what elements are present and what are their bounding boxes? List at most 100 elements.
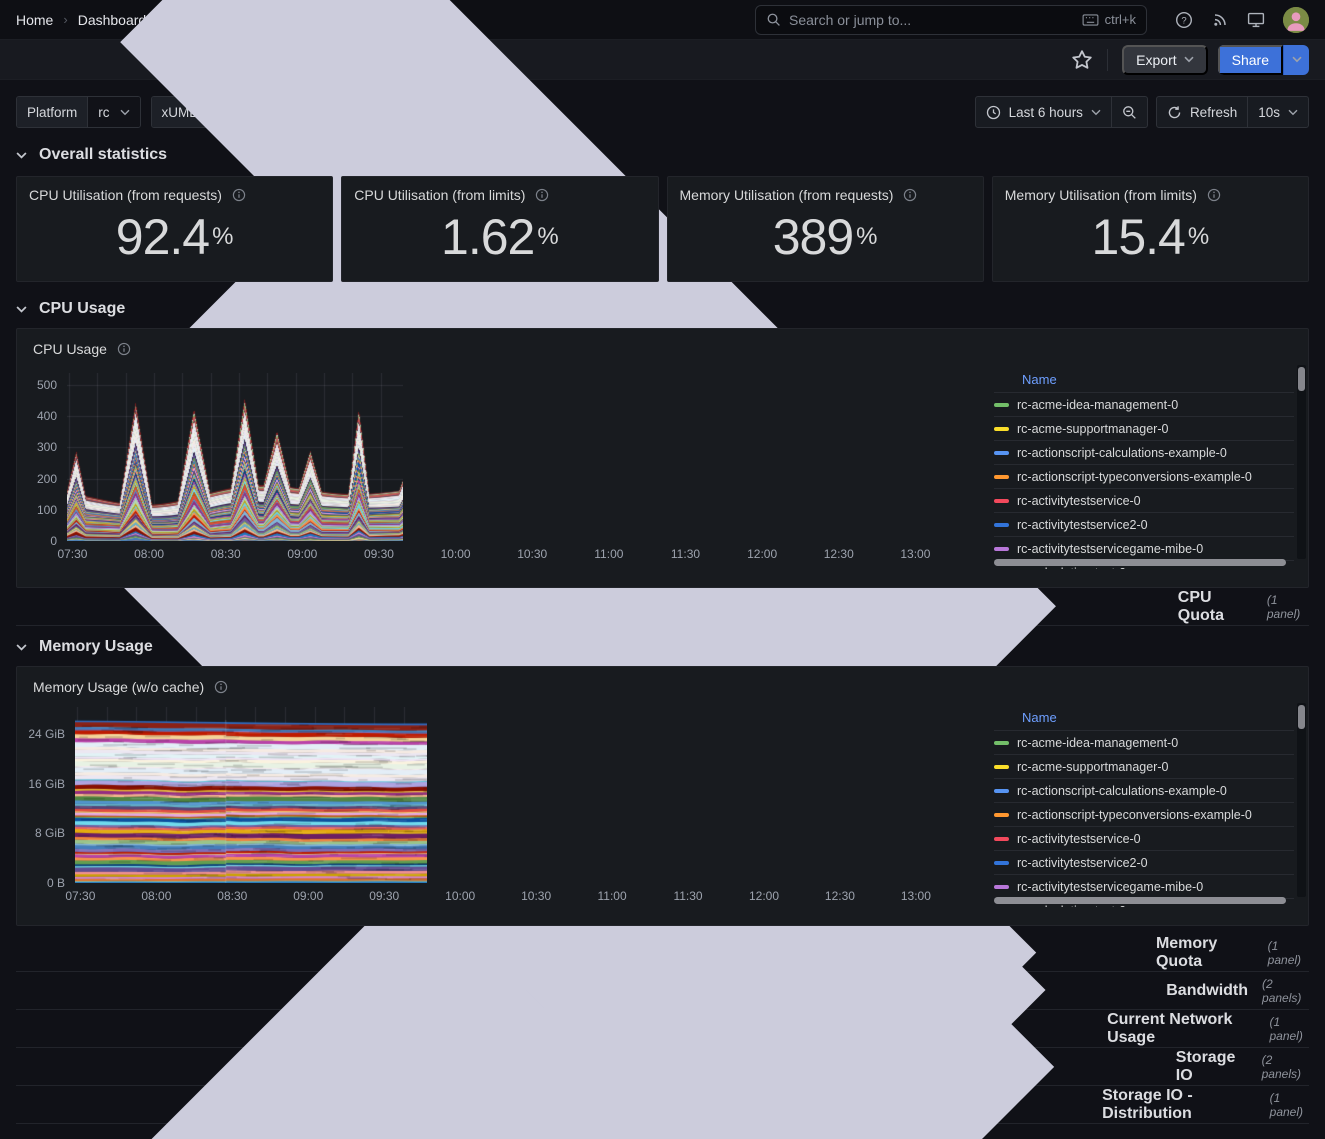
legend-item[interactable]: rc-activitytestservice-0 — [994, 489, 1294, 513]
legend-item[interactable]: rc-actionscript-calculations-example-0 — [994, 441, 1294, 465]
memory-y-axis: 24 GiB16 GiB8 GiB0 B — [17, 707, 69, 883]
legend-item[interactable]: rc-acme-idea-management-0 — [994, 393, 1294, 417]
refresh-button[interactable]: Refresh — [1157, 97, 1247, 127]
chevron-down-icon — [1292, 56, 1302, 63]
legend-item[interactable]: rc-activitytestservice2-0 — [994, 513, 1294, 537]
legend-item[interactable]: rc-activitytestservice2-0 — [994, 851, 1294, 875]
cpu-legend: Name rc-acme-idea-management-0 rc-acme-su… — [986, 357, 1308, 569]
series-name: rc-actionscript-typeconversions-example-… — [1017, 470, 1252, 484]
stat-unit: % — [537, 223, 558, 251]
help-icon[interactable]: ? — [1175, 11, 1193, 29]
scrollbar-thumb[interactable] — [1298, 705, 1305, 729]
series-color-dash — [994, 813, 1009, 817]
rss-news-icon[interactable] — [1211, 11, 1229, 29]
legend-item[interactable]: rc-actionscript-calculations-example-0 — [994, 779, 1294, 803]
memory-stacked-area-chart[interactable] — [75, 707, 427, 883]
legend-horizontal-scrollbar[interactable] — [994, 897, 1286, 904]
legend-item[interactable]: rc-activitytestservicegame-mibe-0 — [994, 537, 1294, 561]
series-color-dash — [994, 403, 1009, 407]
stat-unit: % — [856, 223, 877, 251]
legend-header-label: Name — [1022, 710, 1057, 725]
cpu-stacked-area-chart[interactable] — [67, 373, 403, 541]
info-icon[interactable] — [232, 188, 246, 202]
info-icon[interactable] — [535, 188, 549, 202]
memory-legend: Name rc-acme-idea-management-0 rc-acme-su… — [986, 695, 1308, 907]
stat-title: CPU Utilisation (from requests) — [29, 187, 222, 203]
series-color-dash — [994, 741, 1009, 745]
series-name: rc-acme-idea-management-0 — [1017, 736, 1178, 750]
section-title: CPU Quota — [1178, 589, 1253, 625]
user-avatar[interactable] — [1283, 7, 1309, 33]
series-color-dash — [994, 789, 1009, 793]
cpu-x-axis: 07:3008:0008:3009:0009:3010:0010:3011:00… — [67, 547, 976, 563]
x-axis-tick-label: 10:00 — [441, 547, 471, 561]
refresh-interval-label: 10s — [1258, 105, 1280, 120]
memory-x-axis: 07:3008:0008:3009:0009:3010:0010:3011:00… — [75, 889, 976, 905]
series-name: rc-activitytestservice-0 — [1017, 494, 1141, 508]
refresh-interval-picker[interactable]: 10s — [1247, 97, 1308, 127]
legend-item[interactable]: rc-activitytestservicegame-mibe-0 — [994, 875, 1294, 899]
x-axis-tick-label: 12:30 — [824, 547, 854, 561]
legend-vertical-scrollbar — [1297, 365, 1306, 559]
monitor-icon[interactable] — [1247, 11, 1265, 29]
stat-value: 1.62 — [441, 212, 534, 262]
series-name: rc-activitytestservicegame-mibe-0 — [1017, 880, 1203, 894]
info-icon[interactable] — [214, 680, 228, 694]
series-color-dash — [994, 765, 1009, 769]
x-axis-tick-label: 13:00 — [901, 889, 931, 903]
series-name: rc-acme-supportmanager-0 — [1017, 422, 1168, 436]
x-axis-tick-label: 10:30 — [517, 547, 547, 561]
refresh-label: Refresh — [1190, 105, 1237, 120]
legend-horizontal-scrollbar[interactable] — [994, 559, 1286, 566]
series-color-dash — [994, 499, 1009, 503]
series-color-dash — [994, 427, 1009, 431]
series-name: rc-actionscript-calculations-example-0 — [1017, 784, 1227, 798]
legend-rows: rc-acme-idea-management-0 rc-acme-support… — [994, 393, 1294, 569]
panel-title: CPU Usage — [33, 341, 107, 357]
series-name: rc-actionscript-calculations-example-0 — [1017, 446, 1227, 460]
x-axis-tick-label: 11:00 — [594, 547, 623, 561]
share-button[interactable]: Share — [1218, 45, 1283, 75]
cpu-y-axis: 5004003002001000 — [17, 373, 61, 541]
legend-rows: rc-acme-idea-management-0 rc-acme-support… — [994, 731, 1294, 907]
stat-title: Memory Utilisation (from requests) — [680, 187, 894, 203]
y-axis-tick-label: 24 GiB — [28, 726, 65, 742]
series-name: rc-acme-supportmanager-0 — [1017, 760, 1168, 774]
share-label: Share — [1232, 52, 1269, 68]
x-axis-tick-label: 08:30 — [211, 547, 241, 561]
section-title: Storage IO - Distribution — [1102, 1087, 1256, 1123]
section-storage-io-distribution[interactable]: Storage IO - Distribution (1 panel) — [16, 1086, 1309, 1124]
y-axis-tick-label: 0 — [50, 533, 57, 549]
legend-item[interactable]: rc-activitytestservice-0 — [994, 827, 1294, 851]
stat-value: 15.4 — [1092, 212, 1185, 262]
x-axis-tick-label: 12:30 — [825, 889, 855, 903]
section-panel-count: (1 panel) — [1270, 1091, 1309, 1119]
y-axis-tick-label: 100 — [37, 502, 57, 518]
legend-name-column-header[interactable]: Name — [994, 367, 1294, 393]
info-icon[interactable] — [903, 188, 917, 202]
series-color-dash — [994, 547, 1009, 551]
info-icon[interactable] — [117, 342, 131, 356]
x-axis-tick-label: 12:00 — [749, 889, 779, 903]
legend-item[interactable]: rc-acme-supportmanager-0 — [994, 755, 1294, 779]
legend-name-column-header[interactable]: Name — [994, 705, 1294, 731]
legend-header-label: Name — [1022, 372, 1057, 387]
x-axis-tick-label: 13:00 — [900, 547, 930, 561]
legend-item[interactable]: rc-acme-supportmanager-0 — [994, 417, 1294, 441]
avatar-figure — [1283, 7, 1309, 33]
series-color-dash — [994, 451, 1009, 455]
legend-vertical-scrollbar — [1297, 703, 1306, 897]
scrollbar-thumb[interactable] — [1298, 367, 1305, 391]
y-axis-tick-label: 300 — [37, 439, 57, 455]
stat-title: Memory Utilisation (from limits) — [1005, 187, 1197, 203]
x-axis-tick-label: 09:30 — [364, 547, 394, 561]
series-name: rc-acme-idea-management-0 — [1017, 398, 1178, 412]
series-color-dash — [994, 861, 1009, 865]
legend-item[interactable]: rc-acme-idea-management-0 — [994, 731, 1294, 755]
x-axis-tick-label: 09:00 — [293, 889, 323, 903]
x-axis-tick-label: 12:00 — [747, 547, 777, 561]
share-menu-caret[interactable] — [1283, 45, 1309, 75]
info-icon[interactable] — [1207, 188, 1221, 202]
legend-item[interactable]: rc-actionscript-typeconversions-example-… — [994, 803, 1294, 827]
legend-item[interactable]: rc-actionscript-typeconversions-example-… — [994, 465, 1294, 489]
